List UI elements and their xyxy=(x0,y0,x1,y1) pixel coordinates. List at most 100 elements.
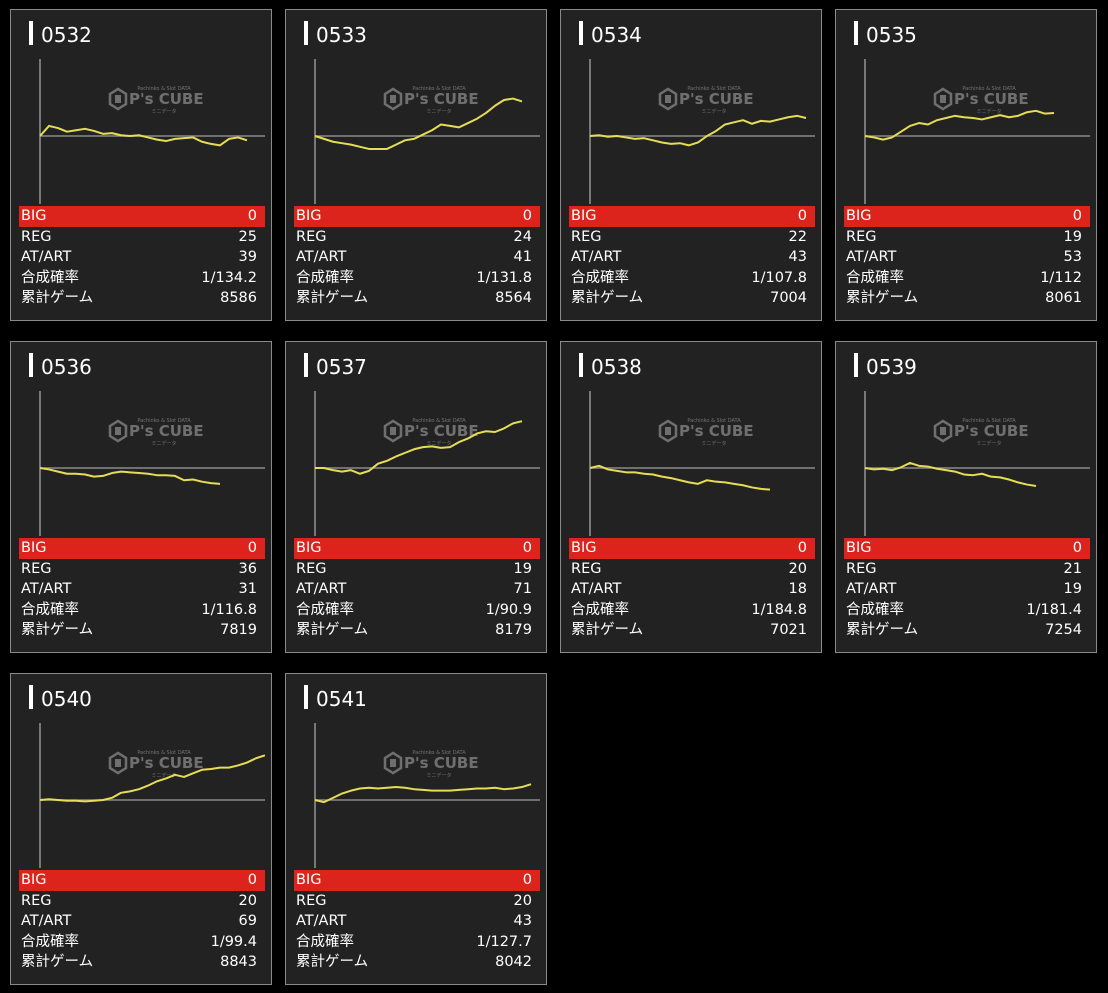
machine-card[interactable]: 0540 Pachinko & Slot DATA P's CUBE ミニデータ BIG… xyxy=(10,673,272,985)
machine-number: 0536 xyxy=(41,355,92,379)
watermark-brand-text: P's CUBE xyxy=(679,90,754,108)
machine-number: 0532 xyxy=(41,23,92,47)
combined-probability-value: 1/184.8 xyxy=(751,601,807,618)
machine-card[interactable]: 0532 Pachinko & Slot DATA P's CUBE ミニデータ BIG… xyxy=(10,9,272,321)
total-games-label: 累計ゲーム xyxy=(21,290,94,306)
cube-icon-core xyxy=(390,95,396,103)
cube-icon-core xyxy=(665,427,671,435)
at-art-row: AT/ART 69 xyxy=(19,911,265,932)
reg-label: REG xyxy=(296,228,327,245)
watermark-sub-text: ミニデータ xyxy=(701,440,726,447)
title-accent-bar xyxy=(29,353,33,377)
reg-value: 20 xyxy=(513,892,532,909)
watermark-sub-text: ミニデータ xyxy=(426,772,451,779)
reg-value: 25 xyxy=(238,228,257,245)
big-label: BIG xyxy=(571,540,597,556)
trend-line xyxy=(314,783,532,804)
machine-card[interactable]: 0538 Pachinko & Slot DATA P's CUBE ミニデータ BIG… xyxy=(560,341,822,653)
stats-table: BIG 0 REG 20 AT/ART 69 合成確率 1/99.4 累計ゲーム 8843 xyxy=(19,870,265,973)
at-art-row: AT/ART 41 xyxy=(294,247,540,268)
reg-label: REG xyxy=(21,228,52,245)
machine-number: 0540 xyxy=(41,687,92,711)
total-games-row: 累計ゲーム 7004 xyxy=(569,288,815,309)
watermark-top-text: Pachinko & Slot DATA xyxy=(137,418,191,424)
at-art-value: 18 xyxy=(788,581,807,597)
total-games-row: 累計ゲーム 7819 xyxy=(19,620,265,641)
combined-probability-row: 合成確率 1/107.8 xyxy=(569,268,815,289)
big-row: BIG 0 xyxy=(569,538,815,559)
machine-card[interactable]: 0539 Pachinko & Slot DATA P's CUBE ミニデータ BIG… xyxy=(835,341,1097,653)
at-art-label: AT/ART xyxy=(21,249,72,265)
stats-table: BIG 0 REG 36 AT/ART 31 合成確率 1/116.8 累計ゲーム 7819 xyxy=(19,538,265,641)
combined-probability-label: 合成確率 xyxy=(21,601,79,618)
watermark-sub-text: ミニデータ xyxy=(151,440,176,447)
machine-card[interactable]: 0537 Pachinko & Slot DATA P's CUBE ミニデータ BIG… xyxy=(285,341,547,653)
cube-icon-core xyxy=(390,427,396,435)
big-label: BIG xyxy=(296,872,322,888)
machine-card[interactable]: 0534 Pachinko & Slot DATA P's CUBE ミニデータ BIG… xyxy=(560,9,822,321)
at-art-label: AT/ART xyxy=(21,913,72,929)
at-art-label: AT/ART xyxy=(846,249,897,265)
combined-probability-row: 合成確率 1/116.8 xyxy=(19,600,265,621)
big-label: BIG xyxy=(21,208,47,224)
watermark-top-text: Pachinko & Slot DATA xyxy=(687,418,741,424)
combined-probability-value: 1/99.4 xyxy=(210,933,257,950)
total-games-value: 8564 xyxy=(495,290,532,306)
machine-card[interactable]: 0533 Pachinko & Slot DATA P's CUBE ミニデータ BIG… xyxy=(285,9,547,321)
stats-table: BIG 0 REG 22 AT/ART 43 合成確率 1/107.8 累計ゲーム 7004 xyxy=(569,206,815,309)
at-art-label: AT/ART xyxy=(296,581,347,597)
machine-card[interactable]: 0536 Pachinko & Slot DATA P's CUBE ミニデータ BIG… xyxy=(10,341,272,653)
at-art-label: AT/ART xyxy=(296,249,347,265)
combined-probability-row: 合成確率 1/184.8 xyxy=(569,600,815,621)
machine-number: 0541 xyxy=(316,687,367,711)
stats-table: BIG 0 REG 21 AT/ART 19 合成確率 1/181.4 累計ゲーム 7254 xyxy=(844,538,1090,641)
watermark-brand-text: P's CUBE xyxy=(404,422,479,440)
reg-value: 22 xyxy=(788,228,807,245)
big-row: BIG 0 xyxy=(294,870,540,891)
total-games-value: 8061 xyxy=(1045,290,1082,306)
watermark-sub-text: ミニデータ xyxy=(976,108,1001,115)
big-row: BIG 0 xyxy=(19,870,265,891)
combined-probability-value: 1/131.8 xyxy=(476,269,532,286)
combined-probability-value: 1/127.7 xyxy=(476,933,532,950)
reg-row: REG 20 xyxy=(569,559,815,580)
machine-card[interactable]: 0535 Pachinko & Slot DATA P's CUBE ミニデータ BIG… xyxy=(835,9,1097,321)
reg-label: REG xyxy=(296,892,327,909)
combined-probability-label: 合成確率 xyxy=(571,269,629,286)
total-games-label: 累計ゲーム xyxy=(846,622,919,638)
reg-value: 19 xyxy=(513,560,532,577)
reg-value: 36 xyxy=(238,560,257,577)
big-row: BIG 0 xyxy=(294,538,540,559)
big-value: 0 xyxy=(522,872,532,888)
total-games-row: 累計ゲーム 8564 xyxy=(294,288,540,309)
big-value: 0 xyxy=(247,208,257,224)
at-art-label: AT/ART xyxy=(846,581,897,597)
reg-label: REG xyxy=(846,560,877,577)
total-games-row: 累計ゲーム 8586 xyxy=(19,288,265,309)
reg-value: 20 xyxy=(788,560,807,577)
reg-row: REG 36 xyxy=(19,559,265,580)
watermark-brand-text: P's CUBE xyxy=(954,90,1029,108)
trend-line xyxy=(589,114,807,147)
total-games-label: 累計ゲーム xyxy=(571,622,644,638)
combined-probability-value: 1/116.8 xyxy=(201,601,257,618)
total-games-label: 累計ゲーム xyxy=(296,622,369,638)
cube-icon xyxy=(933,419,953,443)
at-art-label: AT/ART xyxy=(296,913,347,929)
watermark-brand-text: P's CUBE xyxy=(679,422,754,440)
total-games-row: 累計ゲーム 7254 xyxy=(844,620,1090,641)
total-games-value: 8042 xyxy=(495,954,532,970)
machine-number: 0535 xyxy=(866,23,917,47)
watermark-top-text: Pachinko & Slot DATA xyxy=(687,86,741,92)
big-value: 0 xyxy=(1072,208,1082,224)
cube-icon xyxy=(383,751,403,775)
machine-card[interactable]: 0541 Pachinko & Slot DATA P's CUBE ミニデータ BIG… xyxy=(285,673,547,985)
big-value: 0 xyxy=(247,872,257,888)
reg-row: REG 20 xyxy=(294,891,540,912)
big-value: 0 xyxy=(522,540,532,556)
